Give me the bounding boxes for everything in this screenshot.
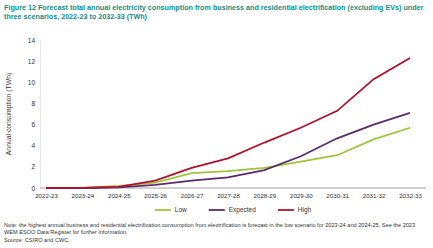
x-tick-label: 2029-30: [290, 192, 313, 199]
lines: [46, 58, 410, 188]
x-tick: 2026-27: [181, 188, 204, 199]
legend-swatch: [209, 209, 225, 211]
y-tick-label: 0: [31, 185, 35, 192]
y-tick: 2: [31, 163, 40, 170]
y-axis: 0 2 4 6 8 10 12 14: [28, 37, 41, 192]
legend-swatch: [155, 209, 171, 211]
notes: Note: the highest annual business and re…: [4, 222, 429, 244]
y-axis-title: Annual consumption (TWh): [5, 73, 13, 155]
y-tick-label: 4: [31, 142, 35, 149]
x-tick: 2028-29: [254, 188, 277, 199]
y-tick: 10: [28, 79, 40, 86]
legend-label: High: [298, 206, 312, 214]
y-tick: 12: [28, 58, 40, 65]
x-tick-label: 2026-27: [181, 192, 204, 199]
y-tick: 14: [28, 37, 40, 44]
x-tick-label: 2032-33: [399, 192, 422, 199]
x-tick: 2029-30: [290, 188, 313, 199]
y-tick: 0: [31, 185, 40, 192]
chart: 024681012142022-232023-242024-252025-262…: [0, 0, 433, 248]
y-tick-label: 6: [31, 121, 35, 128]
chart-title: Figure 12 Forecast total annual electric…: [4, 3, 429, 21]
x-tick: 2027-28: [217, 188, 240, 199]
x-tick-label: 2022-23: [35, 192, 58, 199]
y-tick: 4: [31, 142, 40, 149]
x-tick: 2023-24: [72, 188, 95, 199]
y-tick-label: 8: [31, 100, 35, 107]
legend-item: High: [278, 206, 312, 214]
source: Source: CSIRO and CWC.: [4, 237, 429, 244]
y-tick-label: 10: [28, 79, 36, 86]
legend-label: Low: [175, 206, 187, 213]
note: Note: the highest annual business and re…: [4, 222, 429, 237]
legend: Low Expected High: [155, 206, 312, 214]
legend-item: Low: [155, 206, 187, 213]
x-axis: 2022-23 2023-24 2024-25 2025-26 2026-27 2027-…: [35, 188, 426, 199]
x-tick: 2025-26: [144, 188, 167, 199]
series-line: [46, 113, 410, 188]
x-tick: 2031-32: [363, 188, 386, 199]
x-tick: 2022-23: [35, 188, 58, 199]
x-tick-label: 2027-28: [217, 192, 240, 199]
y-tick-label: 12: [28, 58, 36, 65]
x-tick: 2030-31: [326, 188, 349, 199]
y-tick: 8: [31, 100, 40, 107]
y-tick: 6: [31, 121, 40, 128]
y-tick-label: 14: [28, 37, 36, 44]
legend-swatch: [278, 209, 294, 211]
y-tick-label: 2: [31, 163, 35, 170]
series-line: [46, 58, 410, 188]
x-tick-label: 2024-25: [108, 192, 131, 199]
legend-item: Expected: [209, 206, 256, 214]
x-tick: 2024-25: [108, 188, 131, 199]
x-tick-label: 2031-32: [363, 192, 386, 199]
x-tick-label: 2030-31: [326, 192, 349, 199]
y-axis-line: [40, 41, 41, 189]
x-tick-label: 2023-24: [72, 192, 95, 199]
legend-label: Expected: [229, 206, 256, 214]
x-tick-label: 2025-26: [144, 192, 167, 199]
x-tick: 2032-33: [399, 188, 422, 199]
x-tick-label: 2028-29: [254, 192, 277, 199]
